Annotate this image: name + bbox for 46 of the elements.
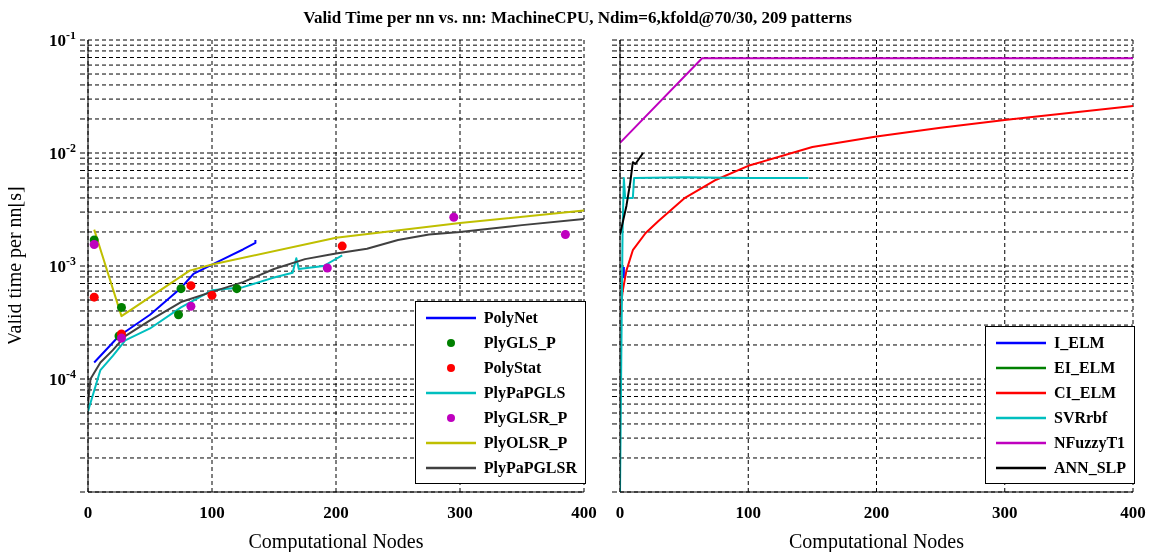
legend-label: PlyGLSR_P [483, 408, 568, 427]
y-axis-title: Valid time per nn[s] [3, 186, 27, 346]
legend-label: PlyPaPGLSR [483, 458, 577, 477]
point [116, 302, 126, 312]
line-series [93, 238, 257, 364]
x-tick-label: 0 [615, 503, 625, 522]
x-axis-title: Computational Nodes [789, 530, 965, 553]
legend-label: EI_ELM [1053, 358, 1116, 377]
x-tick-label: 200 [863, 503, 890, 522]
point [174, 310, 184, 320]
point [89, 239, 99, 249]
legend-label: PlyGLS_P [483, 333, 556, 352]
point [207, 290, 217, 300]
point [89, 292, 99, 302]
y-tick-label: 10$^{-2}$ [49, 141, 77, 163]
x-tick-label: 100 [199, 503, 225, 522]
x-tick-label: 200 [323, 503, 349, 522]
point [449, 212, 459, 222]
point [322, 263, 332, 273]
legend-label: PolyStat [483, 358, 542, 377]
point [560, 230, 570, 240]
legend-label: NFuzzyT1 [1053, 433, 1126, 452]
x-tick-label: 300 [447, 503, 473, 522]
point [186, 281, 196, 291]
line-series [88, 254, 344, 413]
point [337, 241, 347, 251]
point [176, 284, 186, 294]
x-tick-label: 400 [1120, 503, 1146, 522]
point [232, 284, 242, 294]
y-tick-label: 10$^{-1}$ [49, 28, 77, 50]
legend-label: PlyOLSR_P [483, 433, 568, 452]
x-tick-label: 400 [571, 503, 597, 522]
legend-label: CI_ELM [1053, 383, 1117, 402]
x-tick-label: 0 [83, 503, 93, 522]
legend-label: PolyNet [483, 308, 538, 327]
y-tick-label: 10$^{-3}$ [49, 254, 77, 276]
chart-title: Valid Time per nn vs. nn: MachineCPU, Ndim=6,kfold@70/30, 209 patterns [303, 8, 852, 27]
legend-label: SVRrbf [1053, 408, 1108, 427]
x-tick-label: 300 [992, 503, 1018, 522]
legend-label: I_ELM [1053, 333, 1105, 352]
point [186, 301, 196, 311]
legend-label: PlyPaPGLS [483, 383, 566, 402]
x-tick-label: 100 [735, 503, 761, 522]
legend-label: ANN_SLP [1053, 458, 1126, 477]
x-axis-title: Computational Nodes [248, 530, 424, 553]
y-tick-label: 10$^{-4}$ [49, 367, 77, 389]
